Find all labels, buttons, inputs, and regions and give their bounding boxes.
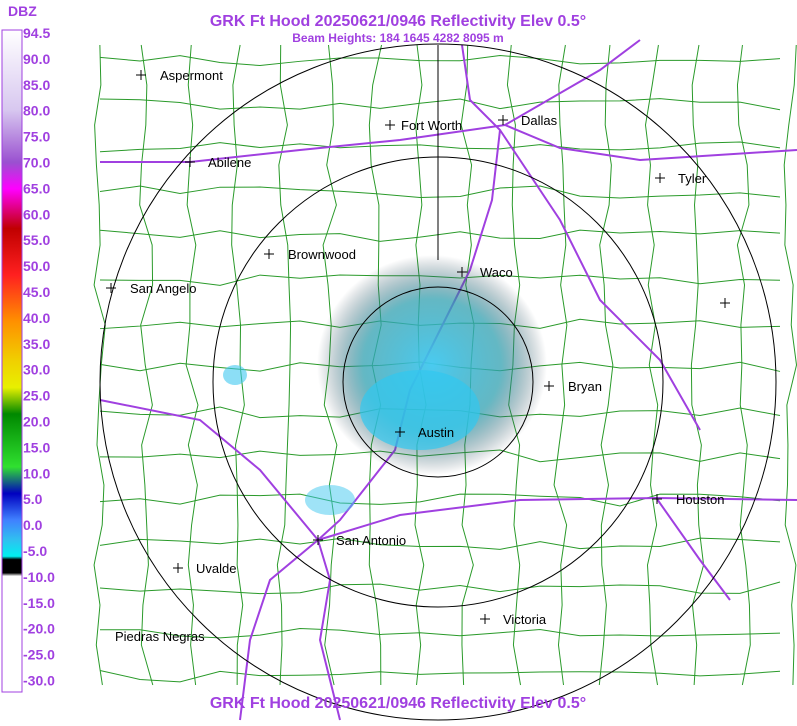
county-line — [99, 628, 781, 639]
legend-label: 90.0 — [23, 51, 50, 67]
legend-label: 70.0 — [23, 155, 50, 171]
county-line — [99, 493, 781, 507]
county-line — [99, 581, 781, 595]
city-label: Waco — [480, 265, 513, 280]
city-label: Dallas — [521, 113, 558, 128]
legend-label: 85.0 — [23, 77, 50, 93]
legend-label: 0.0 — [23, 517, 43, 533]
city-marker — [264, 249, 274, 259]
city-marker — [480, 614, 490, 624]
radar-echo — [223, 365, 247, 385]
city-label: Houston — [676, 492, 724, 507]
city-label: Abilene — [208, 155, 251, 170]
city-marker — [106, 283, 116, 293]
legend-unit: DBZ — [8, 3, 37, 19]
county-line — [690, 44, 705, 686]
legend-label: 60.0 — [23, 206, 50, 222]
legend: 94.5 90.0 85.0 80.0 75.0 70.0 65.0 60.0 55.0 50.0… — [23, 25, 55, 689]
legend-label: 40.0 — [23, 310, 50, 326]
city-marker — [395, 427, 405, 437]
legend-label: 15.0 — [23, 439, 50, 455]
legend-label: -15.0 — [23, 595, 55, 611]
legend-label: 5.0 — [23, 491, 43, 507]
city-marker — [173, 563, 183, 573]
city-marker — [385, 120, 395, 130]
city-label: San Angelo — [130, 281, 197, 296]
city-marker — [136, 70, 146, 80]
city-marker — [720, 298, 730, 308]
city-marker — [313, 535, 323, 545]
subtitle: Beam Heights: 184 1645 4282 8095 m — [292, 31, 503, 45]
city-label: Aspermont — [160, 68, 223, 83]
county-line — [99, 537, 781, 550]
legend-label: 20.0 — [23, 414, 50, 430]
county-line — [99, 98, 781, 111]
legend-label: 45.0 — [23, 284, 50, 300]
county-line — [644, 44, 659, 686]
legend-label: -30.0 — [23, 673, 55, 689]
county-line — [99, 670, 781, 683]
city-marker — [457, 267, 467, 277]
county-line — [139, 44, 154, 686]
county-line — [99, 185, 781, 199]
city-marker — [544, 381, 554, 391]
county-line — [598, 44, 614, 686]
legend-label: -25.0 — [23, 647, 55, 663]
legend-label: 80.0 — [23, 103, 50, 119]
legend-label: 25.0 — [23, 388, 50, 404]
county-line — [99, 141, 781, 153]
city-label: Brownwood — [288, 247, 356, 262]
legend-label: -5.0 — [23, 543, 47, 559]
city-marker — [655, 173, 665, 183]
city-label: Bryan — [568, 379, 602, 394]
range-rings — [99, 43, 777, 721]
color-bar — [1, 29, 23, 693]
legend-label: 35.0 — [23, 336, 50, 352]
legend-label: 55.0 — [23, 232, 50, 248]
city-marker — [498, 115, 508, 125]
city-label: San Antonio — [336, 533, 406, 548]
legend-label: 75.0 — [23, 129, 50, 145]
county-line — [736, 44, 751, 686]
city-label: Fort Worth — [401, 118, 462, 133]
legend-label: -20.0 — [23, 621, 55, 637]
city-label: Victoria — [503, 612, 547, 627]
radar-echo — [305, 485, 355, 515]
footer-title: GRK Ft Hood 20250621/0946 Reflectivity E… — [210, 695, 586, 712]
legend-label: -10.0 — [23, 569, 55, 585]
city-label: Austin — [418, 425, 454, 440]
county-line — [99, 229, 781, 242]
county-line — [99, 54, 781, 67]
county-line — [231, 44, 245, 686]
legend-label: 65.0 — [23, 180, 50, 196]
legend-label: 50.0 — [23, 258, 50, 274]
title: GRK Ft Hood 20250621/0946 Reflectivity E… — [210, 13, 586, 30]
legend-label: 30.0 — [23, 362, 50, 378]
city-label: Piedras Negras — [115, 629, 205, 644]
city-label: Uvalde — [196, 561, 236, 576]
cities: Aspermont Abilene Fort Worth Dallas Tyler Bro… — [106, 68, 730, 644]
city-label: Tyler — [678, 171, 707, 186]
radar-echo — [360, 370, 480, 450]
county-line — [553, 44, 568, 686]
city-marker — [185, 157, 195, 167]
county-line — [783, 44, 797, 686]
city-marker — [652, 494, 662, 504]
legend-label: 10.0 — [23, 465, 50, 481]
legend-label: 94.5 — [23, 25, 50, 41]
